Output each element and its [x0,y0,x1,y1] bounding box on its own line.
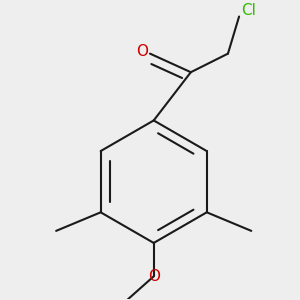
Text: Cl: Cl [241,3,256,18]
Text: O: O [148,269,160,284]
Text: O: O [136,44,148,59]
